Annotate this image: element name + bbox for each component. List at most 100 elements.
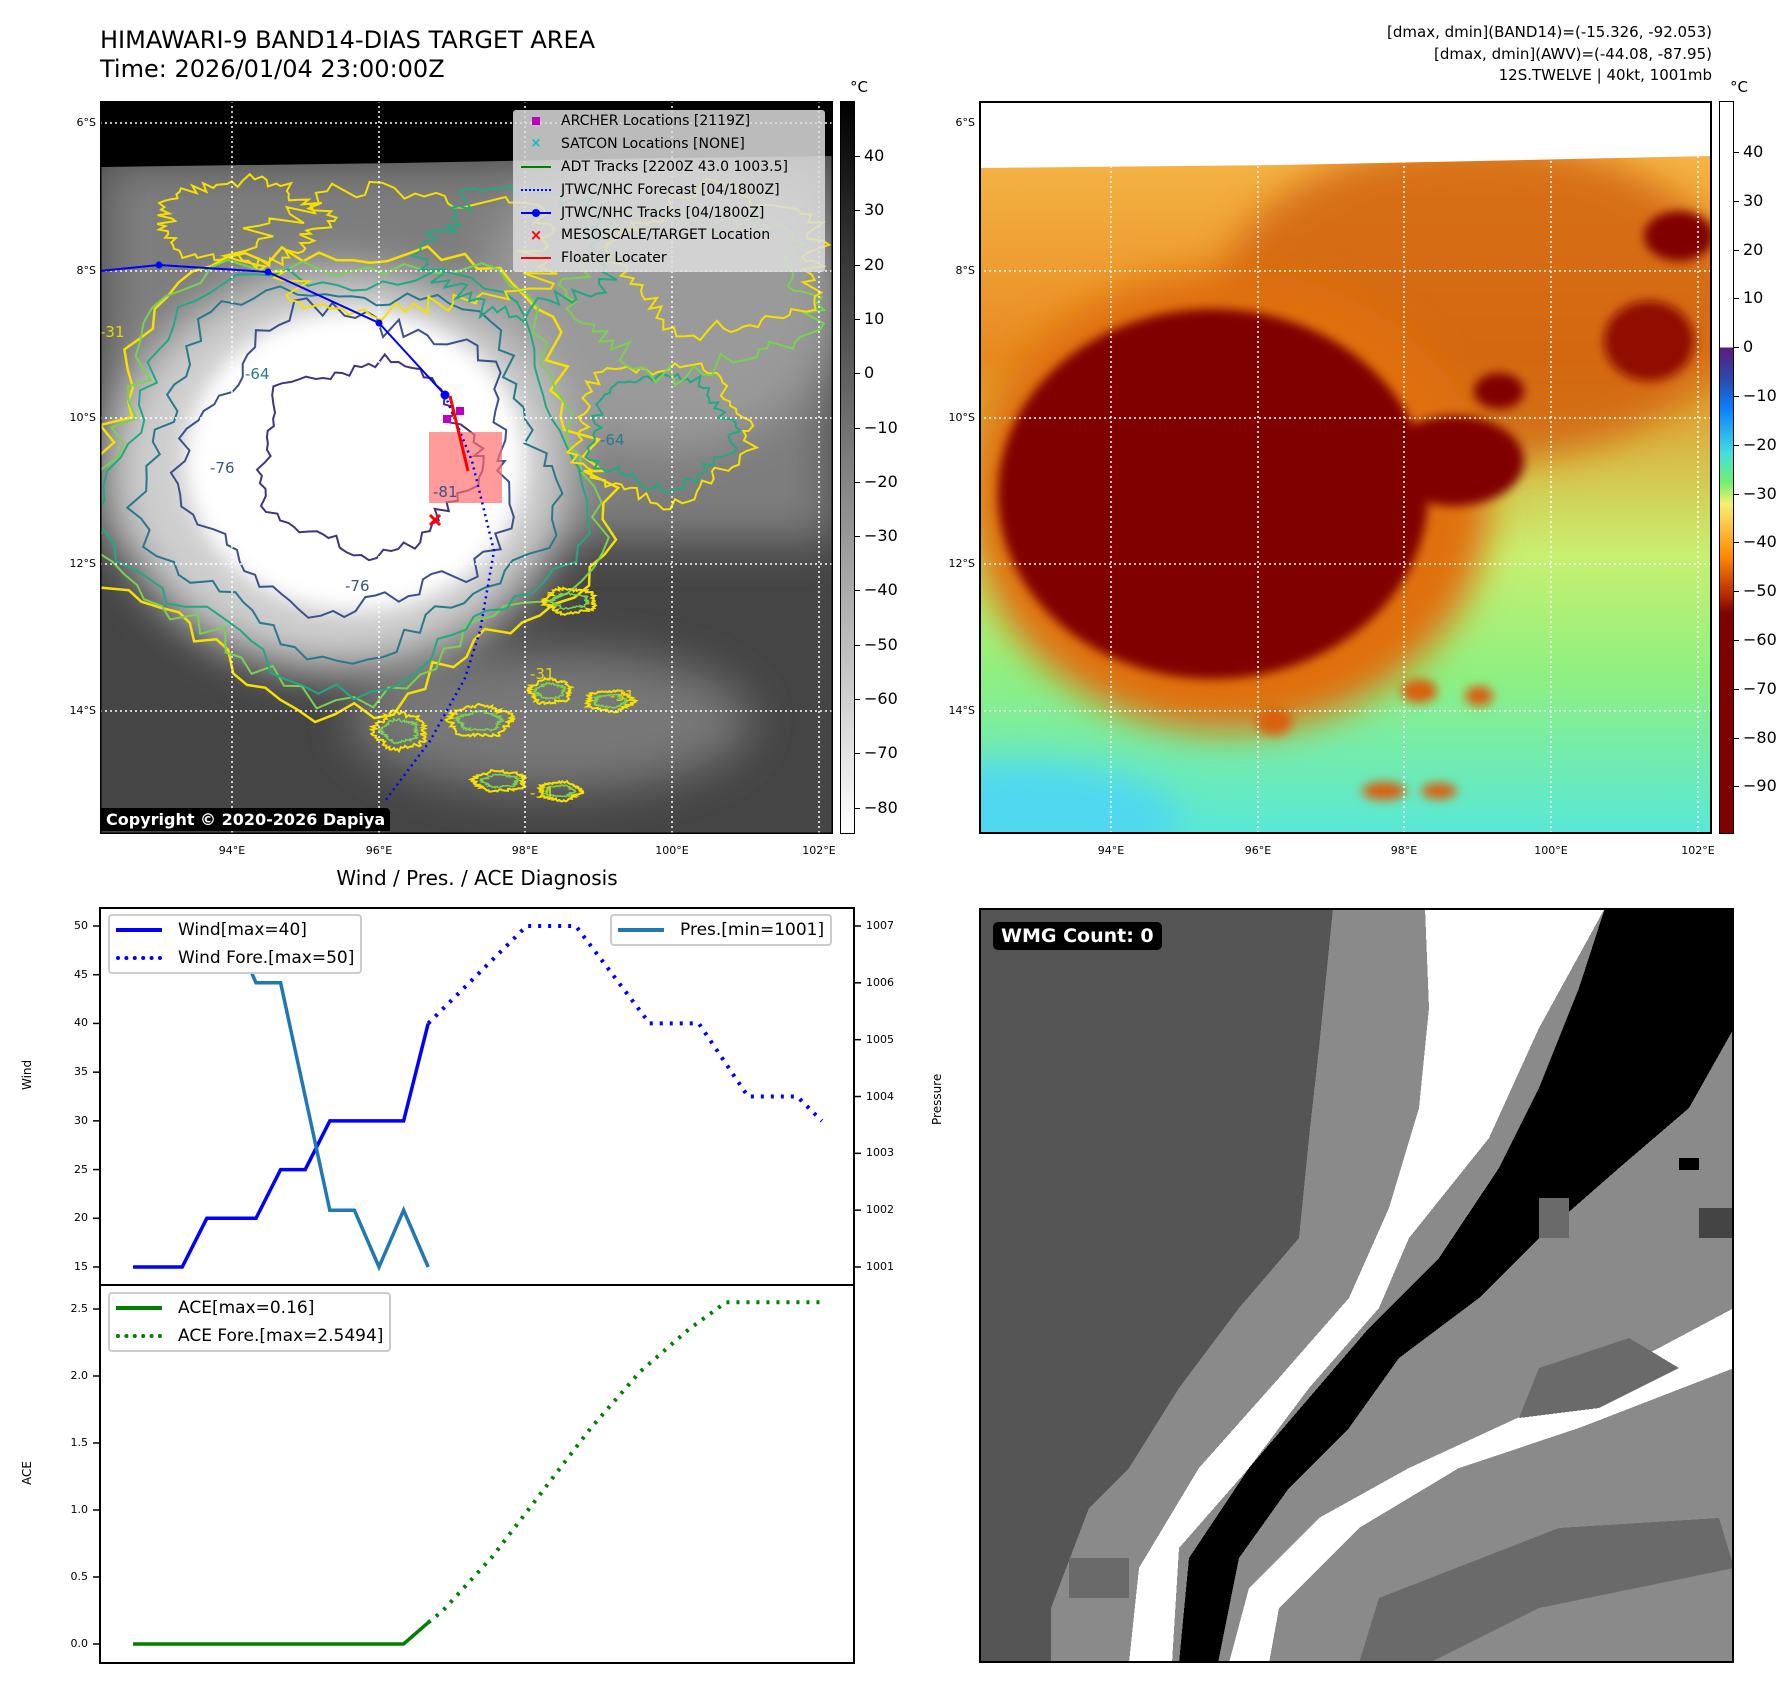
temperature-contours [100, 172, 832, 803]
contour-line [100, 267, 592, 701]
map-legend: ARCHER Locations [2119Z] × SATCON Locatio… [513, 110, 825, 272]
graticule [979, 101, 1712, 834]
lon-tick-label: 98°E [1390, 844, 1418, 857]
colorbar-tick-mark [1734, 493, 1739, 495]
contour-line [169, 297, 515, 619]
colorbar-tick-mark [1734, 298, 1739, 300]
lat-tick-label: 10°S [69, 411, 96, 424]
colorbar-tick-mark [855, 699, 860, 700]
colorbar-tick-label: 40 [1743, 142, 1764, 161]
contour-label: -31 [100, 323, 125, 341]
ace-tick-label: 2.0 [70, 1369, 89, 1382]
colorbar-tick-mark [855, 644, 860, 646]
mesoscale-target-marker [428, 513, 442, 527]
colorbar-tick-mark [1734, 152, 1739, 153]
pressure-tick-label: 1005 [866, 1032, 894, 1046]
line-dot-icon [521, 206, 551, 220]
wind-tick-label: 30 [74, 1113, 88, 1127]
dotted-line-icon [116, 956, 162, 960]
contour-label: -64 [245, 365, 270, 383]
legend-label: Pres.[min=1001] [680, 920, 825, 940]
jtwc-forecast-line [384, 394, 496, 802]
solid-line-icon [618, 928, 664, 932]
legend-jtwc-tracks: JTWC/NHC Tracks [04/1800Z] [513, 201, 825, 224]
colorbar-tick-label: −10 [864, 417, 898, 437]
colorbar-tick-label: 0 [1743, 337, 1754, 357]
dotted-line-icon [521, 183, 551, 197]
legend-label: SATCON Locations [NONE] [561, 136, 745, 153]
diagnosis-title: Wind / Pres. / ACE Diagnosis [336, 866, 618, 890]
lat-tick-label: 14°S [948, 704, 975, 717]
contour-line [155, 172, 339, 270]
colorbar-tick-mark [1734, 444, 1739, 446]
legend-archer: ARCHER Locations [2119Z] [513, 110, 825, 133]
ace-tick-label: 1.5 [70, 1436, 89, 1449]
pressure-tick-label: 1001 [866, 1260, 894, 1273]
colorbar-tick-mark [855, 156, 860, 157]
colorbar-tick-mark [855, 264, 860, 266]
ace-axis-label: ACE [20, 1461, 34, 1485]
contour-label: -64 [600, 431, 625, 449]
colorbar-tick-mark [1734, 542, 1739, 544]
contour-line [565, 361, 760, 511]
ace-tick-label: 2.5 [70, 1302, 89, 1315]
contour-line [100, 258, 610, 710]
contour-line [444, 702, 516, 738]
contour-label: -76 [345, 577, 370, 595]
ace-legend: ACE[max=0.16] ACE Fore.[max=2.5494] [108, 1292, 392, 1352]
legend-label: Wind[max=40] [178, 920, 307, 940]
pressure-tick-label: 1004 [866, 1089, 894, 1103]
contour-line [526, 676, 575, 706]
contour-label: -31 [530, 784, 555, 802]
colorbar-tick-label: 20 [864, 254, 885, 274]
lon-tick-label: 98°E [511, 844, 539, 857]
contour-line [479, 773, 521, 789]
info-storm: 12S.TWELVE | 40kt, 1001mb [1498, 66, 1712, 84]
colorbar-tick-label: −20 [1743, 434, 1777, 454]
legend-pressure: Pres.[min=1001] [612, 916, 830, 944]
wind-tick-label: 20 [74, 1211, 88, 1225]
contour-label: -76 [210, 459, 235, 477]
colorbar-tick-mark [1734, 249, 1739, 251]
lat-tick-label: 6°S [955, 116, 975, 129]
colorbar-tick-label: 10 [1743, 288, 1764, 308]
square-marker-icon [521, 114, 551, 128]
pressure-axis-label: Pressure [930, 1073, 944, 1125]
contour-labels: -31 -64 -76 -31 -31 -64 -76 -31 [100, 323, 635, 802]
lat-tick-label: 12°S [69, 557, 96, 570]
colorbar-tick-label: −60 [1743, 630, 1777, 649]
dotted-line-icon [116, 1334, 162, 1338]
colorbar-tick-mark [855, 753, 860, 755]
legend-label: Wind Fore.[max=50] [178, 948, 355, 968]
contour-line [543, 784, 577, 798]
pressure-tick-label: 1006 [866, 975, 894, 989]
wind-tick-label: 40 [74, 1016, 88, 1030]
legend-ace: ACE[max=0.16] [110, 1294, 389, 1322]
colorbar-tick-label: 10 [864, 308, 885, 328]
legend-label: ARCHER Locations [2119Z] [561, 113, 751, 130]
colorbar-tick-label: 20 [1743, 239, 1764, 259]
legend-label: MESOSCALE/TARGET Location [561, 227, 771, 244]
contour-label: -31 [610, 687, 635, 705]
line-marker-icon [521, 160, 551, 174]
info-block: [dmax, dmin](BAND14)=(-15.326, -92.053) … [1387, 22, 1712, 87]
contour-line [255, 352, 486, 562]
contour-line [125, 285, 564, 665]
colorbar-tick-mark [1734, 688, 1739, 690]
contour-line [377, 717, 420, 745]
colorbar-tick-label: −10 [1743, 386, 1777, 405]
solid-line-icon [116, 1306, 162, 1310]
legend-label: JTWC/NHC Forecast [04/1800Z] [561, 181, 780, 198]
floater-locater-line [448, 395, 470, 472]
legend-wind: Wind[max=40] [110, 916, 360, 944]
legend-label: ADT Tracks [2200Z 43.0 1003.5] [561, 158, 788, 175]
ace-tick-label: 1.0 [70, 1503, 89, 1516]
colorbar-tick-mark [855, 427, 860, 429]
ace-tick-label: 0.5 [70, 1570, 89, 1583]
wind-series-line [133, 1022, 430, 1269]
lon-tick-label: 100°E [1534, 844, 1568, 857]
colorbar-tick-mark [855, 481, 860, 483]
legend-wind-fore: Wind Fore.[max=50] [110, 944, 360, 972]
solid-line-icon [116, 928, 162, 932]
